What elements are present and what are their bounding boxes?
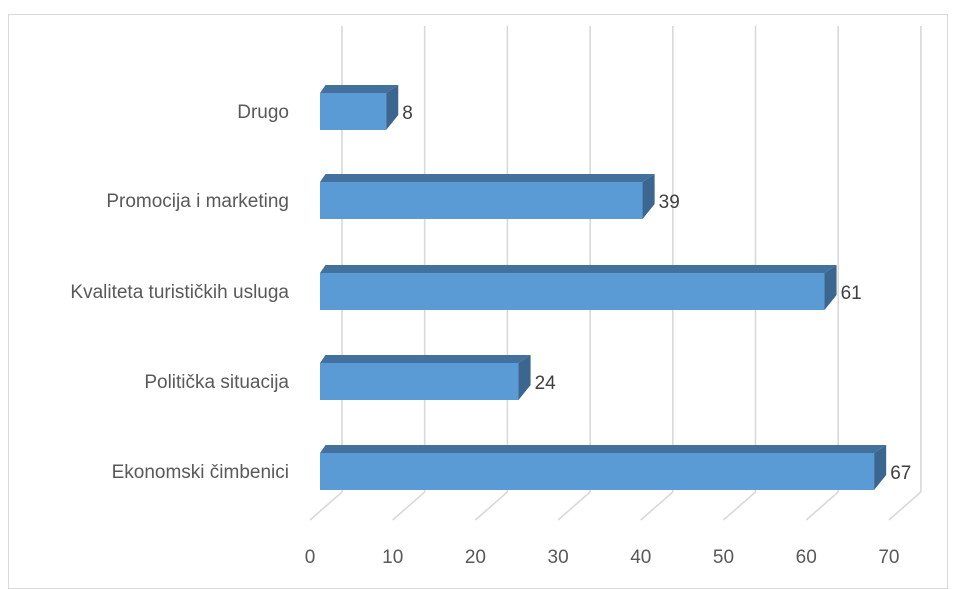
bar-side-0 bbox=[874, 445, 887, 490]
bar-2 bbox=[320, 273, 825, 310]
floor-gridline-70 bbox=[888, 491, 922, 521]
bar-top-4 bbox=[320, 85, 399, 93]
category-label-2: Kvaliteta turističkih usluga bbox=[70, 282, 289, 303]
bar-top-1 bbox=[320, 355, 531, 363]
floor-gridline-30 bbox=[557, 491, 591, 521]
bar-side-1 bbox=[518, 355, 531, 400]
bars bbox=[320, 85, 887, 490]
bar-top-0 bbox=[320, 445, 887, 453]
category-label-0: Ekonomski čimbenici bbox=[112, 462, 289, 483]
bar-top-2 bbox=[320, 265, 837, 273]
bar-3 bbox=[320, 182, 643, 219]
floor-gridline-0 bbox=[309, 491, 343, 521]
x-tick-label-50: 50 bbox=[713, 547, 734, 568]
x-tick-label-20: 20 bbox=[465, 547, 486, 568]
floor-gridline-20 bbox=[474, 491, 508, 521]
bar-side-4 bbox=[386, 85, 399, 130]
data-label-4: 8 bbox=[402, 103, 413, 124]
bar-1 bbox=[320, 363, 519, 400]
category-label-4: Drugo bbox=[237, 102, 289, 123]
floor-gridline-50 bbox=[722, 491, 757, 521]
data-label-2: 61 bbox=[841, 283, 862, 304]
x-tick-label-30: 30 bbox=[548, 547, 569, 568]
floor-gridline-60 bbox=[805, 491, 839, 521]
bar-4 bbox=[320, 93, 387, 130]
category-label-1: Politička situacija bbox=[144, 372, 289, 393]
data-label-1: 24 bbox=[535, 373, 557, 394]
bar-side-3 bbox=[642, 174, 655, 219]
x-tick-label-60: 60 bbox=[796, 547, 817, 568]
floor-gridline-10 bbox=[392, 491, 426, 521]
x-tick-label-0: 0 bbox=[305, 547, 316, 568]
data-label-0: 67 bbox=[890, 463, 911, 484]
bar-top-3 bbox=[320, 174, 655, 182]
x-tick-label-10: 10 bbox=[382, 547, 403, 568]
category-label-3: Promocija i marketing bbox=[106, 191, 289, 212]
x-tick-label-40: 40 bbox=[630, 547, 651, 568]
bar-side-2 bbox=[824, 265, 837, 310]
x-tick-label-70: 70 bbox=[878, 547, 899, 568]
data-label-3: 39 bbox=[659, 192, 680, 213]
labels: 0 10 20 30 40 50 60 70 67 Ekonomski čimbenici 24 Po… bbox=[70, 102, 911, 568]
floor-gridline-40 bbox=[640, 491, 674, 521]
bar-0 bbox=[320, 453, 875, 490]
